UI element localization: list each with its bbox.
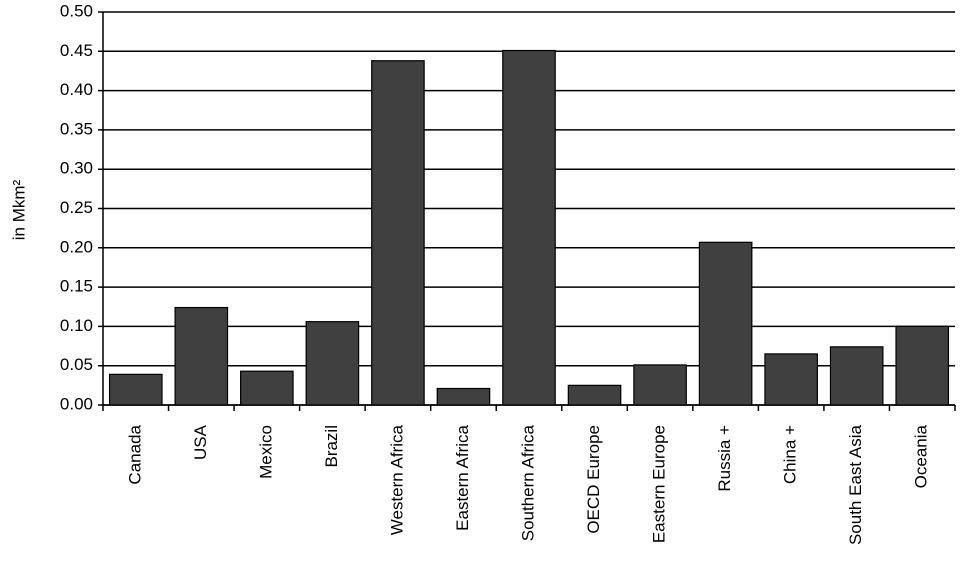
y-axis-label: in Mkm²	[9, 179, 28, 240]
bar	[502, 49, 556, 406]
x-tick-label: Russia +	[715, 425, 734, 492]
y-tick-label: 0.15	[60, 277, 93, 296]
x-tick-label: Brazil	[322, 425, 341, 468]
y-tick-label: 0.20	[60, 237, 93, 256]
bar	[829, 346, 884, 406]
y-tick-label: 0.35	[60, 119, 93, 138]
bar	[371, 60, 425, 406]
y-tick-label: 0.05	[60, 355, 93, 374]
bar	[108, 373, 163, 406]
bar	[895, 325, 950, 406]
x-tick-label: Oceania	[912, 424, 931, 488]
x-tick-label: OECD Europe	[584, 425, 603, 534]
x-tick-label: China +	[781, 425, 800, 484]
bar	[633, 364, 687, 406]
y-tick-label: 0.40	[60, 80, 93, 99]
bar	[567, 384, 622, 406]
bar	[436, 387, 491, 406]
y-tick-label: 0.00	[60, 394, 93, 413]
y-tick-label: 0.45	[60, 41, 93, 60]
x-tick-label: Canada	[125, 424, 144, 484]
x-tick-label: Mexico	[256, 425, 275, 479]
y-tick-label: 0.50	[60, 1, 93, 20]
x-tick-label: South East Asia	[846, 424, 865, 545]
x-tick-label: Western Africa	[387, 424, 406, 535]
y-tick-label: 0.30	[60, 159, 93, 178]
bar	[174, 306, 229, 406]
bar	[764, 353, 818, 406]
bar	[240, 370, 294, 406]
bar	[698, 241, 753, 406]
x-tick-label: Southern Africa	[518, 424, 537, 541]
x-tick-label: Eastern Europe	[650, 425, 669, 543]
x-tick-label: Eastern Africa	[453, 424, 472, 530]
y-tick-label: 0.10	[60, 316, 93, 335]
x-tick-label: USA	[191, 424, 210, 460]
bar	[305, 321, 360, 406]
y-tick-label: 0.25	[60, 198, 93, 217]
